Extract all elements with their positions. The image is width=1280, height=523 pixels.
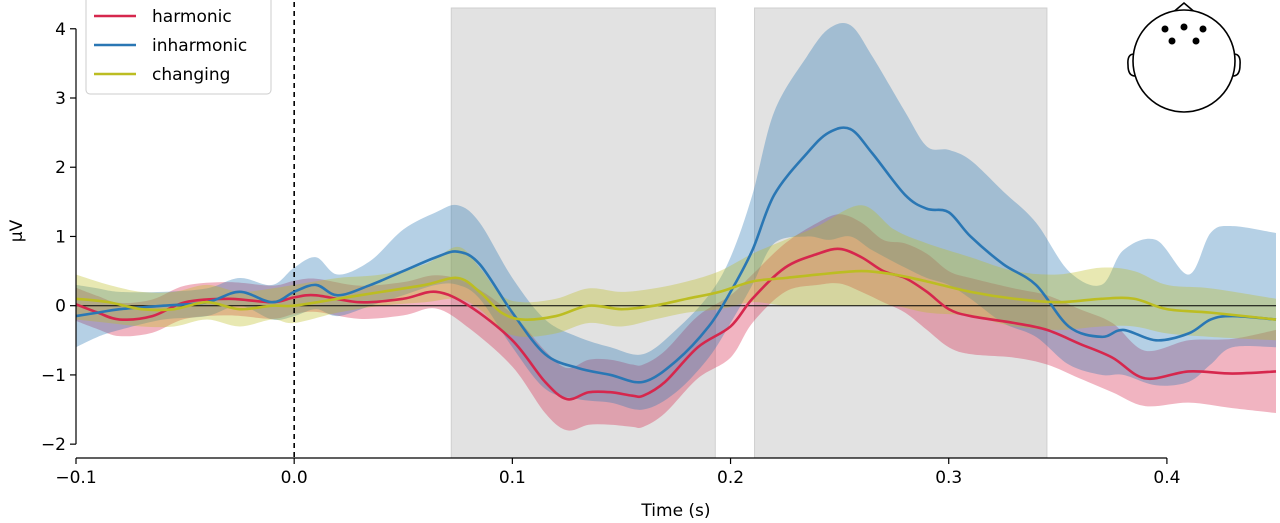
- y-tick-label: 1: [55, 227, 66, 247]
- legend: harmonic inharmonic changing: [85, 0, 272, 95]
- changing-line: [75, 269, 1277, 321]
- head-right-ear: [1232, 53, 1241, 77]
- legend-frame: [85, 0, 272, 95]
- sensor-head-inset: [1127, 1, 1241, 113]
- y-tick-label: 3: [55, 89, 66, 109]
- x-axis-title: Time (s): [640, 501, 710, 521]
- sensor-dot: [1199, 25, 1207, 33]
- inharmonic-band: [76, 22, 1276, 410]
- x-tick-label: 0.0: [281, 468, 308, 488]
- y-axis-title: μV: [7, 219, 27, 242]
- head-left-ear: [1127, 53, 1136, 77]
- harmonic-band: [76, 214, 1276, 431]
- y-tick-label: 4: [55, 20, 66, 40]
- x-tick-label: 0.1: [499, 468, 526, 488]
- y-tick-label: −2: [41, 435, 66, 455]
- x-tick-label: 0.2: [717, 468, 744, 488]
- head-outline: [1132, 9, 1236, 113]
- series-lines: [75, 126, 1277, 401]
- y-tick-label: 0: [55, 297, 66, 317]
- sensor-dot: [1192, 37, 1200, 45]
- changing-band: [76, 205, 1276, 341]
- legend-label-inharmonic: inharmonic: [152, 36, 247, 56]
- legend-label-harmonic: harmonic: [152, 7, 232, 27]
- highlight-window-2: [754, 7, 1048, 459]
- legend-label-changing: changing: [152, 65, 230, 85]
- axes: −0.1 0.0 0.1 0.2 0.3 0.4 −2 −1 0 1 2 3 4: [41, 20, 1180, 488]
- highlight-windows: [450, 7, 1048, 459]
- y-tick-label: 2: [55, 158, 66, 178]
- x-tick-label: −0.1: [55, 468, 96, 488]
- confidence-bands: [76, 22, 1276, 431]
- highlight-window-1: [450, 7, 716, 459]
- inharmonic-line: [75, 126, 1277, 384]
- sensor-dot: [1168, 37, 1176, 45]
- x-tick-label: 0.3: [935, 468, 962, 488]
- sensor-dot: [1180, 23, 1188, 31]
- y-tick-label: −1: [41, 366, 66, 386]
- x-tick-label: 0.4: [1153, 468, 1180, 488]
- harmonic-line: [75, 247, 1277, 401]
- sensor-dot: [1161, 25, 1169, 33]
